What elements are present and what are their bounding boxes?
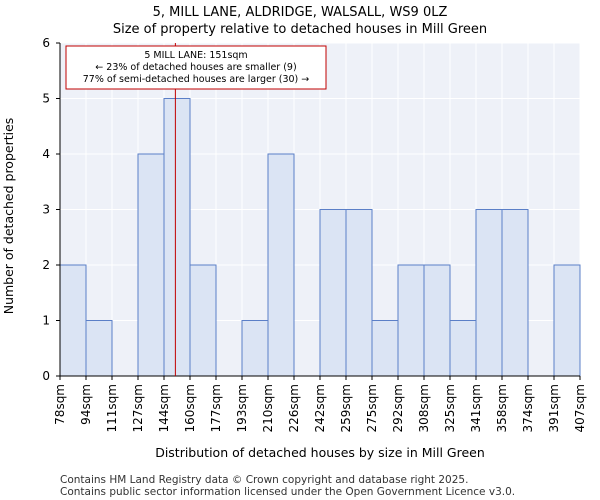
y-tick-label: 0 <box>42 369 50 383</box>
bar <box>423 264 451 377</box>
bar <box>553 264 581 377</box>
x-tick-label: 94sqm <box>79 384 93 425</box>
x-tick-label: 193sqm <box>235 384 249 432</box>
x-tick-label: 242sqm <box>313 384 327 432</box>
x-tick-label: 358sqm <box>495 384 509 432</box>
chart-title-line2: Size of property relative to detached ho… <box>113 22 487 37</box>
bar <box>241 320 269 377</box>
y-tick-label: 3 <box>42 203 50 217</box>
x-tick-label: 275sqm <box>365 384 379 432</box>
x-tick-label: 210sqm <box>261 384 275 432</box>
x-tick-label: 374sqm <box>521 384 535 432</box>
footer-line1: Contains HM Land Registry data © Crown c… <box>60 474 468 486</box>
x-tick-label: 127sqm <box>131 384 145 432</box>
y-axis-label: Number of detached properties <box>1 118 16 315</box>
bar <box>397 264 425 377</box>
bar <box>163 98 191 377</box>
annotation-line1: 5 MILL LANE: 151sqm <box>144 50 247 61</box>
y-tick-label: 1 <box>42 314 50 328</box>
annotation-border <box>65 45 327 90</box>
bar <box>267 153 295 377</box>
footer-line2: Contains public sector information licen… <box>60 486 515 498</box>
x-tick-label: 391sqm <box>547 384 561 432</box>
bars <box>59 98 581 377</box>
bar <box>501 209 529 377</box>
x-tick-labels: 78sqm 94sqm 111sqm 127sqm 144sqm 160sqm 177sqm… <box>53 376 587 432</box>
bar <box>475 209 503 377</box>
x-tick-label: 259sqm <box>339 384 353 432</box>
x-tick-label: 407sqm <box>573 384 587 432</box>
x-tick-label: 78sqm <box>53 384 67 425</box>
bar <box>319 209 347 377</box>
y-tick-label: 5 <box>42 92 50 106</box>
bar <box>345 209 373 377</box>
y-tick-label: 6 <box>42 36 50 50</box>
annotation-line3: 77% of semi-detached houses are larger (… <box>83 74 310 85</box>
x-tick-label: 292sqm <box>391 384 405 432</box>
y-tick-label: 2 <box>42 258 50 272</box>
bar <box>189 264 217 377</box>
annotation-line2: ← 23% of detached houses are smaller (9) <box>95 62 296 73</box>
annotation-box: 5 MILL LANE: 151sqm ← 23% of detached ho… <box>65 45 327 90</box>
x-tick-label: 325sqm <box>443 384 457 432</box>
x-tick-label: 341sqm <box>469 384 483 432</box>
bar <box>85 320 113 377</box>
y-tick-label: 4 <box>42 147 50 161</box>
x-tick-label: 177sqm <box>209 384 223 432</box>
x-tick-label: 226sqm <box>287 384 301 432</box>
bar <box>371 320 399 377</box>
bar <box>137 153 165 377</box>
x-tick-label: 111sqm <box>105 384 119 432</box>
x-tick-label: 308sqm <box>417 384 431 432</box>
bar <box>449 320 477 377</box>
y-tick-labels: 0 1 2 3 4 5 6 <box>42 36 60 383</box>
x-tick-label: 160sqm <box>183 384 197 432</box>
chart-title-line1: 5, MILL LANE, ALDRIDGE, WALSALL, WS9 0LZ <box>153 5 448 20</box>
x-axis-label: Distribution of detached houses by size … <box>155 445 485 460</box>
bar <box>59 264 87 377</box>
x-tick-label: 144sqm <box>157 384 171 432</box>
